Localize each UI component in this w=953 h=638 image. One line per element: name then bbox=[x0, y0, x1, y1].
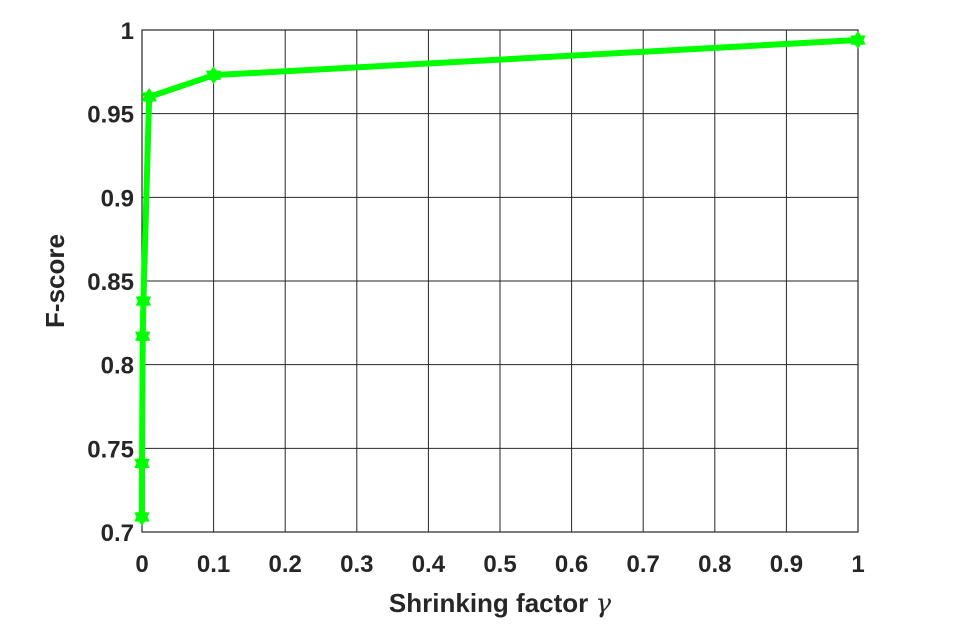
data-point-marker bbox=[850, 31, 866, 49]
x-tick-label: 0.3 bbox=[340, 551, 373, 578]
y-tick-label: 0.85 bbox=[87, 269, 134, 296]
y-tick-label: 0.75 bbox=[87, 436, 134, 463]
x-tick-label: 0.5 bbox=[483, 551, 516, 578]
x-tick-label: 0.2 bbox=[269, 551, 302, 578]
grid-lines bbox=[141, 29, 859, 533]
x-tick-label: 0 bbox=[135, 551, 148, 578]
series-layer bbox=[134, 31, 866, 526]
x-axis-label: Shrinking factor γ bbox=[389, 588, 612, 619]
data-point-marker bbox=[205, 66, 222, 85]
x-axis-ticks: 0 0.1 0.2 0.3 0.4 0.5 0.6 0.7 0.8 0.9 1 bbox=[135, 551, 864, 578]
data-point-marker bbox=[134, 454, 150, 473]
y-tick-label: 0.8 bbox=[101, 353, 134, 380]
x-tick-label: 0.6 bbox=[555, 551, 588, 578]
x-tick-label: 0.8 bbox=[698, 551, 731, 578]
x-tick-label: 0.7 bbox=[627, 551, 660, 578]
y-tick-label: 1 bbox=[121, 18, 134, 45]
y-axis-ticks: 0.7 0.75 0.8 0.85 0.9 0.95 1 bbox=[87, 18, 134, 547]
data-point-marker bbox=[141, 88, 157, 106]
x-tick-label: 1 bbox=[851, 551, 864, 578]
x-tick-label: 0.9 bbox=[770, 551, 803, 578]
y-axis-label: F-score bbox=[40, 234, 70, 328]
data-point-marker bbox=[135, 292, 152, 310]
x-tick-label: 0.1 bbox=[197, 551, 230, 578]
y-tick-label: 0.95 bbox=[87, 102, 134, 129]
y-tick-label: 0.7 bbox=[101, 520, 134, 547]
y-tick-label: 0.9 bbox=[101, 185, 134, 212]
data-point-marker bbox=[134, 508, 150, 526]
data-point-marker bbox=[135, 327, 151, 346]
x-tick-label: 0.4 bbox=[412, 551, 446, 578]
